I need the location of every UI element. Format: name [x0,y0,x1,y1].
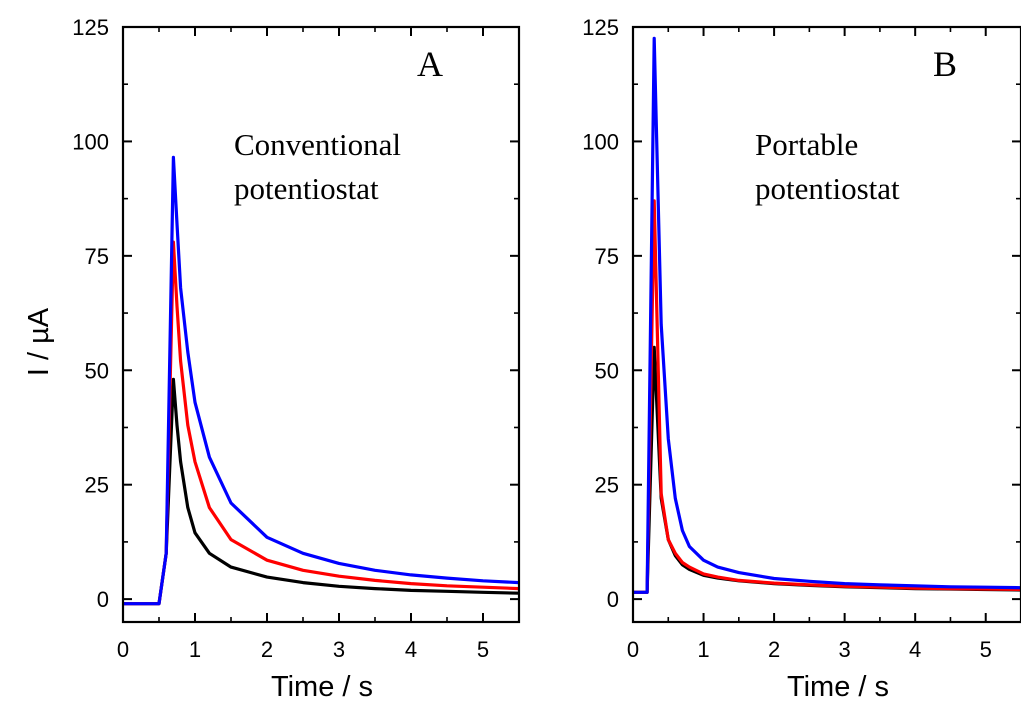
panel-b-plot-frame [631,25,1021,624]
panel-b-series-line-1 [633,345,1021,594]
panel-b-y-tick-label: 0 [607,587,619,612]
panel-b-y-tick-label: 125 [582,15,619,40]
panel-b-series-line-2 [633,199,1021,594]
panel-a-y-tick-label: 25 [85,473,109,498]
panel-a-x-tick-label: 0 [117,637,129,662]
panel-b-annotation-line-1: Portable [755,127,858,162]
panel-b-x-tick-label: 5 [980,637,992,662]
panel-a-series-line-1 [123,377,519,606]
panel-a-annotation-line-1: Conventional [234,127,401,162]
panel-b-x-tick-label: 2 [768,637,780,662]
panel-b-y-tick-label: 25 [595,473,619,498]
panel-a-y-tick-label: 50 [85,358,109,383]
panel-a-y-tick-label: 0 [97,587,109,612]
panel-a-letter: A [417,44,443,84]
panel-b-x-tick-label: 1 [697,637,709,662]
y-axis-title: I / µA [23,307,55,376]
panel-b-annotation-line-2: potentiostat [755,171,900,206]
panel-b-y-tick-label: 100 [582,129,619,154]
panel-b-series-line-3 [633,36,1021,594]
panel-a-x-tick-label: 3 [333,637,345,662]
panel-a-x-tick-label: 5 [477,637,489,662]
panel-b-y-tick-label: 75 [595,244,619,269]
panel-b-y-tick-label: 50 [595,358,619,383]
panel-a-x-tick-label: 4 [405,637,417,662]
panel-a-y-tick-label: 100 [72,129,109,154]
panel-a-series-group [123,155,519,606]
panel-a-y-tick-label: 75 [85,244,109,269]
panel-a-annotation-line-2: potentiostat [234,171,379,206]
panel-a-x-tick-label: 1 [189,637,201,662]
panel-a: 0 1 2 3 4 50255075100125AConventionalpotentio… [72,15,521,662]
panel-b-series-group [633,36,1021,594]
panel-a-y-tick-label: 125 [72,15,109,40]
panel-b-x-tick-label: 0 [627,637,639,662]
panel-a-x-tick-label: 2 [261,637,273,662]
panel-b-x-tick-label: 3 [839,637,851,662]
panel-a-plot-frame [121,25,521,624]
panel-b-x-tick-label: 4 [909,637,921,662]
x-axis-title-a: Time / s [271,671,373,703]
panel-a-series-line-3 [123,155,519,606]
x-axis-title-b: Time / s [787,671,889,703]
panel-b-letter: B [933,44,957,84]
